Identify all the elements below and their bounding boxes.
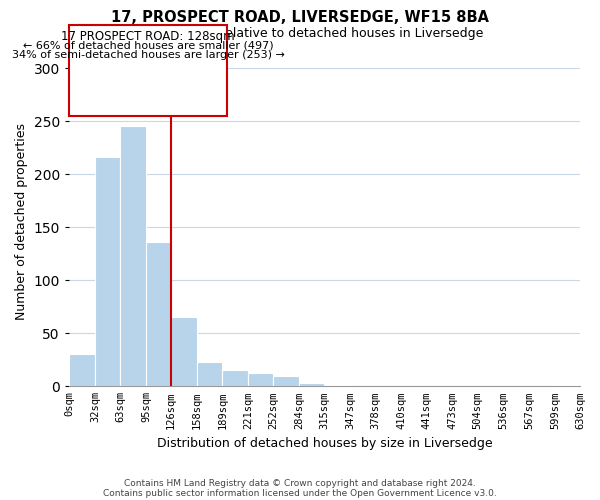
- Y-axis label: Number of detached properties: Number of detached properties: [15, 124, 28, 320]
- Bar: [171, 318, 197, 386]
- X-axis label: Distribution of detached houses by size in Liversedge: Distribution of detached houses by size …: [157, 437, 492, 450]
- Bar: [146, 242, 171, 386]
- Text: Contains public sector information licensed under the Open Government Licence v3: Contains public sector information licen…: [103, 488, 497, 498]
- Text: 34% of semi-detached houses are larger (253) →: 34% of semi-detached houses are larger (…: [11, 50, 284, 60]
- Text: 17, PROSPECT ROAD, LIVERSEDGE, WF15 8BA: 17, PROSPECT ROAD, LIVERSEDGE, WF15 8BA: [111, 10, 489, 25]
- Text: Contains HM Land Registry data © Crown copyright and database right 2024.: Contains HM Land Registry data © Crown c…: [124, 478, 476, 488]
- Bar: [69, 354, 95, 386]
- Text: 17 PROSPECT ROAD: 128sqm: 17 PROSPECT ROAD: 128sqm: [61, 30, 235, 43]
- Bar: [299, 383, 325, 386]
- Bar: [555, 385, 580, 386]
- Bar: [95, 157, 120, 386]
- Bar: [248, 372, 274, 386]
- Bar: [222, 370, 248, 386]
- Bar: [120, 126, 146, 386]
- Text: Size of property relative to detached houses in Liversedge: Size of property relative to detached ho…: [117, 28, 483, 40]
- Bar: [197, 362, 222, 386]
- Bar: [325, 385, 350, 386]
- Text: ← 66% of detached houses are smaller (497): ← 66% of detached houses are smaller (49…: [23, 40, 274, 50]
- Bar: [274, 376, 299, 386]
